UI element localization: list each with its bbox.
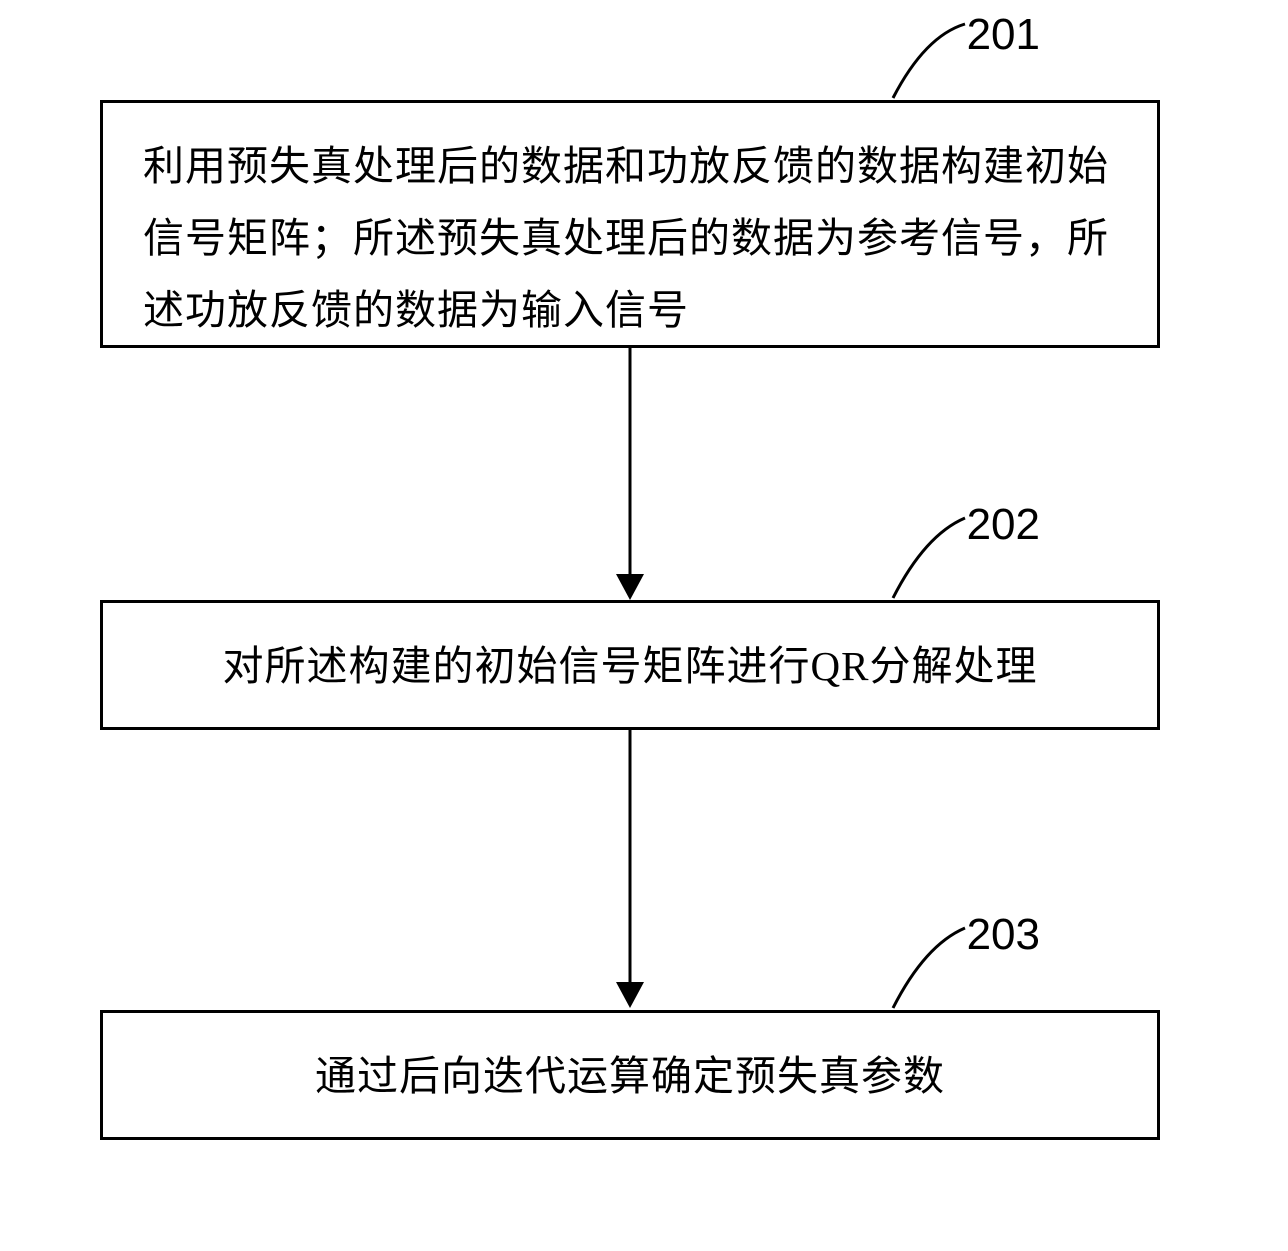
step-label-202: 202 <box>967 500 1040 550</box>
leader-line-1 <box>885 16 975 106</box>
step-1-text: 利用预失真处理后的数据和功放反馈的数据构建初始信号矩阵；所述预失真处理后的数据为… <box>143 143 1109 333</box>
flowchart-step-2: 对所述构建的初始信号矩阵进行QR分解处理 <box>100 600 1160 730</box>
arrow-2-head <box>616 982 644 1008</box>
step-label-201: 201 <box>967 10 1040 60</box>
leader-line-2 <box>885 510 975 605</box>
arrow-1-head <box>616 574 644 600</box>
flowchart-step-1: 利用预失真处理后的数据和功放反馈的数据构建初始信号矩阵；所述预失真处理后的数据为… <box>100 100 1160 348</box>
arrow-1-line <box>629 348 632 576</box>
flowchart-step-3: 通过后向迭代运算确定预失真参数 <box>100 1010 1160 1140</box>
arrow-2-line <box>629 730 632 984</box>
step-2-text: 对所述构建的初始信号矩阵进行QR分解处理 <box>143 631 1117 703</box>
leader-line-3 <box>885 920 975 1015</box>
step-label-203: 203 <box>967 910 1040 960</box>
step-3-text: 通过后向迭代运算确定预失真参数 <box>143 1041 1117 1113</box>
